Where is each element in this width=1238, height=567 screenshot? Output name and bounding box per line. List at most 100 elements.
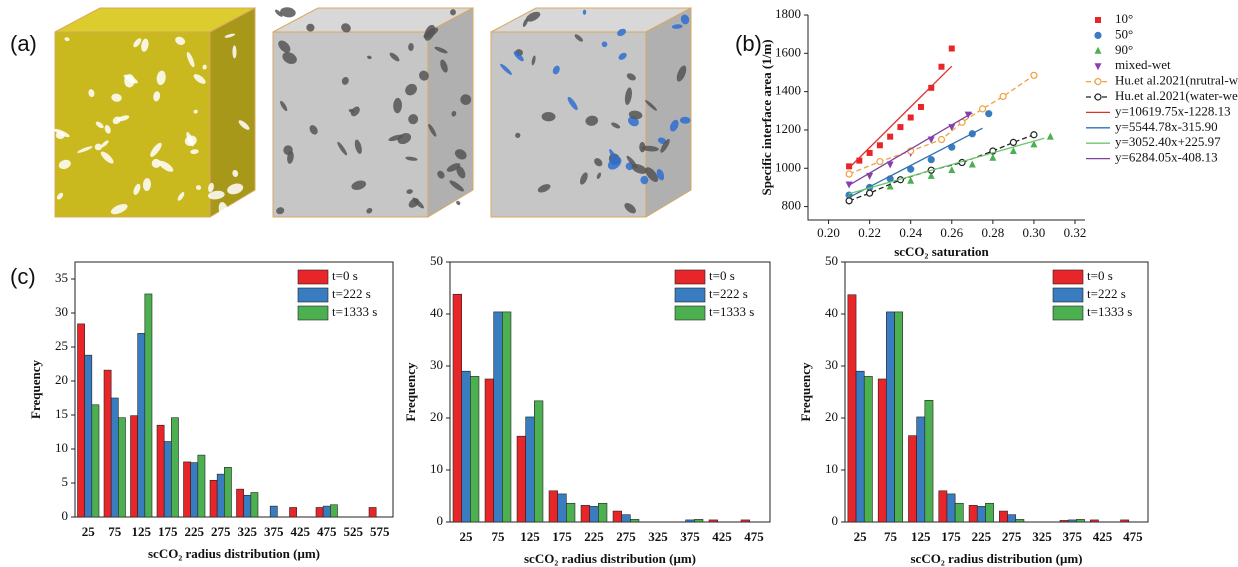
- bar: [864, 376, 872, 522]
- legend-swatch: [1053, 270, 1083, 284]
- x-tick-label: 425: [1093, 529, 1113, 544]
- bar: [85, 355, 92, 517]
- x-tick-label: 225: [185, 524, 205, 539]
- bar: [947, 494, 955, 522]
- bar: [145, 294, 152, 517]
- x-tick-label: 25: [82, 524, 96, 539]
- bar: [1068, 520, 1076, 522]
- y-tick-label: 40: [825, 305, 838, 320]
- legend-label: t=0 s: [1087, 268, 1113, 283]
- x-tick-label: 575: [370, 524, 390, 539]
- bar: [1090, 520, 1098, 522]
- marker: [1000, 93, 1006, 99]
- legend-label: 10°: [1115, 11, 1133, 26]
- legend-label: t=0 s: [709, 268, 735, 283]
- y-tick-label: 10: [825, 461, 838, 476]
- bar: [613, 511, 622, 522]
- bar: [886, 312, 894, 522]
- marker: [1095, 32, 1101, 38]
- marker: [949, 46, 955, 52]
- x-axis-title: scCO₂ saturation: [894, 244, 989, 259]
- marker: [918, 104, 924, 110]
- y-tick-label: 1400: [775, 83, 801, 98]
- x-tick-label: 375: [1063, 529, 1083, 544]
- y-tick-label: 10: [55, 440, 68, 455]
- y-tick-label: 20: [430, 409, 443, 424]
- bar: [118, 418, 125, 517]
- bar: [969, 505, 977, 522]
- x-tick-label: 325: [1032, 529, 1052, 544]
- legend-label: 50°: [1115, 26, 1133, 41]
- y-tick-label: 1800: [775, 6, 801, 21]
- bar: [462, 371, 471, 522]
- marker: [980, 106, 986, 112]
- bar: [955, 503, 963, 522]
- y-tick-label: 40: [430, 305, 443, 320]
- marker: [1047, 133, 1054, 140]
- cube: [53, 8, 255, 220]
- x-tick-label: 475: [317, 524, 337, 539]
- bar: [999, 511, 1007, 522]
- bar: [878, 379, 886, 522]
- bar: [290, 507, 297, 517]
- bar: [237, 489, 244, 517]
- marker: [1010, 139, 1016, 145]
- series-line: [849, 75, 1034, 174]
- legend-label: 90°: [1115, 42, 1133, 57]
- x-tick-label: 325: [648, 529, 668, 544]
- x-tick-label: 125: [911, 529, 931, 544]
- x-tick-label: 25: [854, 529, 868, 544]
- legend-label: y=3052.40x+225.97: [1115, 134, 1221, 149]
- bar: [251, 493, 258, 517]
- legend-swatch: [298, 306, 328, 320]
- y-axis-title: Frequency: [798, 362, 813, 421]
- bar: [517, 436, 526, 522]
- legend-label: t=1333 s: [709, 304, 754, 319]
- bar: [1008, 515, 1016, 522]
- x-tick-label: 225: [972, 529, 992, 544]
- bar: [908, 436, 916, 522]
- bar: [131, 416, 138, 517]
- bar: [111, 398, 118, 517]
- cube-side: [646, 8, 691, 217]
- x-axis-title: scCO₂ radius distribution (μm): [911, 551, 1083, 566]
- panel-label: (b): [735, 31, 762, 56]
- bar: [925, 400, 933, 522]
- cube-front: [491, 32, 646, 217]
- x-tick-label: 375: [680, 529, 700, 544]
- x-tick-label: 275: [1002, 529, 1022, 544]
- x-tick-label: 525: [344, 524, 364, 539]
- bar: [526, 417, 535, 522]
- marker: [939, 137, 945, 143]
- bar: [630, 519, 639, 522]
- y-tick-label: 50: [430, 253, 443, 268]
- bar: [217, 474, 224, 517]
- x-tick-label: 0.28: [981, 225, 1004, 240]
- x-tick-label: 275: [211, 524, 231, 539]
- bar: [323, 506, 330, 517]
- bar: [581, 505, 590, 522]
- bar: [316, 507, 323, 517]
- bar: [622, 515, 631, 522]
- page: (a) (b) (c) 0.200.220.240.260.280.300.32…: [0, 0, 1238, 567]
- marker: [1095, 47, 1102, 54]
- chart: 010203040502575125175225275325375425475t…: [403, 253, 770, 566]
- cube: [273, 6, 473, 217]
- bar: [453, 294, 462, 522]
- x-tick-label: 25: [460, 529, 474, 544]
- legend-swatch: [675, 288, 705, 302]
- bar: [224, 467, 231, 517]
- bar: [244, 495, 251, 517]
- bar: [895, 312, 903, 522]
- legend-label: t=222 s: [709, 286, 748, 301]
- bar: [270, 506, 277, 517]
- x-tick-label: 425: [291, 524, 311, 539]
- y-tick-label: 35: [55, 270, 68, 285]
- bar: [494, 312, 503, 522]
- axes: [808, 15, 1085, 220]
- figure: (a) (b) (c) 0.200.220.240.260.280.300.32…: [0, 0, 1238, 567]
- x-tick-label: 375: [264, 524, 284, 539]
- x-tick-label: 475: [744, 529, 764, 544]
- marker: [1095, 63, 1102, 70]
